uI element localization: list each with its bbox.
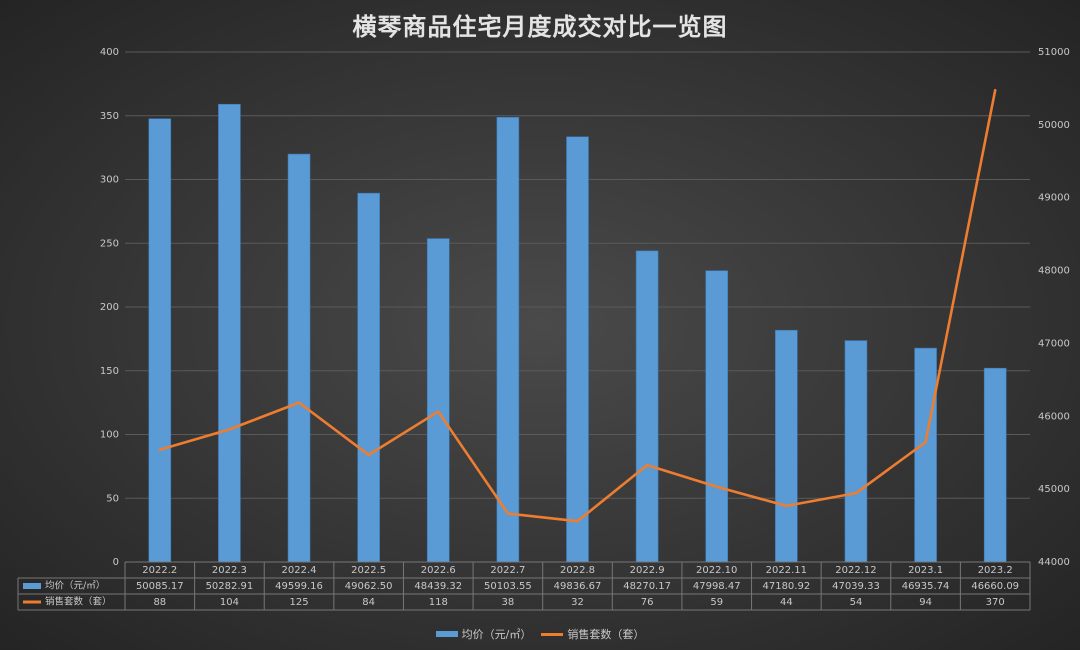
price-value-label: 49836.67: [554, 581, 602, 592]
left-tick-label: 200: [100, 302, 119, 313]
price-value-label: 50085.17: [136, 581, 184, 592]
units-value-label: 94: [919, 597, 932, 608]
bar-price: [775, 329, 798, 563]
left-tick-label: 0: [113, 557, 119, 568]
price-value-label: 47180.92: [762, 581, 810, 592]
right-tick-label: 50000: [1038, 120, 1070, 131]
table-swatch-units: [23, 600, 41, 604]
right-tick-label: 44000: [1038, 557, 1070, 568]
category-label: 2022.8: [560, 565, 595, 576]
chart-title: 横琴商品住宅月度成交对比一览图: [352, 13, 728, 41]
category-label: 2022.5: [351, 565, 386, 576]
line-series: [158, 88, 997, 523]
legend-label-price: 均价（元/㎡）: [461, 628, 532, 641]
category-label: 2023.1: [908, 565, 943, 576]
bar-price: [635, 250, 659, 563]
bar-price: [218, 103, 241, 563]
left-tick-label: 250: [100, 238, 119, 249]
table-swatch-price: [23, 583, 41, 589]
units-value-label: 88: [153, 597, 166, 608]
legend-item-units: 销售套数（套）: [541, 626, 644, 642]
table-header-units: 销售套数（套）: [45, 596, 112, 608]
price-value-label: 47998.47: [693, 581, 741, 592]
right-axis: 44000 45000 46000 47000 48000 49000 50000 51000: [1038, 47, 1070, 568]
category-label: 2022.3: [212, 565, 247, 576]
table-header-price: 均价（元/㎡）: [45, 580, 105, 592]
units-value-label: 32: [571, 597, 584, 608]
price-value-label: 48270.17: [623, 581, 671, 592]
bar-price: [566, 136, 589, 563]
units-value-label: 54: [850, 597, 863, 608]
legend-item-price: 均价（元/㎡）: [435, 626, 532, 642]
line-units: [158, 88, 997, 523]
price-value-label: 50103.55: [484, 581, 532, 592]
category-label: 2022.9: [630, 565, 665, 576]
category-label: 2022.6: [421, 565, 456, 576]
units-value-label: 104: [220, 597, 239, 608]
price-value-label: 46660.09: [971, 581, 1019, 592]
units-value-label: 38: [502, 597, 515, 608]
price-value-label: 49062.50: [345, 581, 393, 592]
bar-price: [496, 117, 520, 563]
units-value-label: 370: [986, 597, 1005, 608]
data-table: 2022.2 2022.3 2022.4 2022.5 2022.6 2022.7 2022…: [17, 561, 1031, 611]
right-tick-label: 49000: [1038, 193, 1070, 204]
category-label: 2022.10: [696, 565, 737, 576]
bar-price: [287, 153, 311, 563]
category-label: 2022.7: [490, 565, 525, 576]
category-label: 2022.2: [142, 565, 177, 576]
left-axis: 0 50 100 150 200 250 300 350 400: [100, 47, 119, 568]
category-label: 2022.11: [766, 565, 807, 576]
right-tick-label: 47000: [1038, 338, 1070, 349]
bar-price: [705, 270, 729, 563]
price-value-label: 47039.33: [832, 581, 880, 592]
price-value-label: 46935.74: [902, 581, 950, 592]
units-value-label: 44: [780, 597, 793, 608]
left-tick-label: 400: [100, 47, 119, 58]
bar-price: [844, 340, 868, 563]
bar-price: [148, 118, 172, 563]
units-value-label: 59: [710, 597, 723, 608]
price-value-label: 48439.32: [414, 581, 462, 592]
category-label: 2023.2: [978, 565, 1013, 576]
left-tick-label: 300: [100, 175, 119, 186]
category-label: 2022.4: [282, 565, 317, 576]
left-tick-label: 150: [100, 366, 119, 377]
right-tick-label: 45000: [1038, 484, 1070, 495]
price-value-label: 49599.16: [275, 581, 323, 592]
left-tick-label: 350: [100, 111, 119, 122]
price-value-label: 50282.91: [206, 581, 254, 592]
left-tick-label: 100: [100, 430, 119, 441]
right-tick-label: 51000: [1038, 47, 1070, 58]
units-value-label: 76: [641, 597, 654, 608]
units-value-label: 84: [362, 597, 375, 608]
legend-label-units: 销售套数（套）: [567, 628, 645, 641]
units-value-label: 125: [289, 597, 308, 608]
legend: 均价（元/㎡） 销售套数（套）: [0, 626, 1080, 642]
bar-series: [148, 103, 1007, 563]
units-value-label: 118: [429, 597, 448, 608]
bar-price: [983, 367, 1007, 563]
right-tick-label: 46000: [1038, 411, 1070, 422]
category-label: 2022.12: [835, 565, 876, 576]
right-tick-label: 48000: [1038, 266, 1070, 277]
left-tick-label: 50: [106, 493, 119, 504]
bar-price: [914, 347, 937, 563]
legend-swatch-price: [435, 631, 458, 637]
bar-price: [357, 192, 380, 563]
legend-swatch-units: [541, 632, 564, 636]
bar-price: [426, 238, 450, 563]
